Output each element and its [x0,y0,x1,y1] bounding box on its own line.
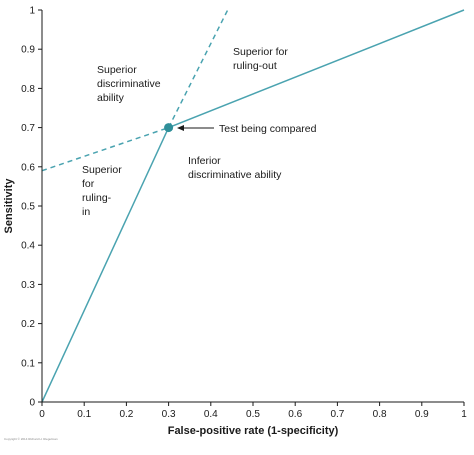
annotation-line: discriminative ability [188,169,282,181]
x-tick-label: 0.8 [373,409,387,420]
y-tick-label: 1 [29,6,35,17]
x-tick-label: 1 [461,409,467,420]
annotation-line: ruling-out [233,60,277,72]
test-arrow-head [177,125,184,131]
solid-line-0 [41,127,170,403]
x-axis-title: False-positive rate (1-specificity) [168,425,339,437]
annotation-line: Inferior [188,155,221,167]
test-label: Test being compared [219,123,317,135]
annotation-superior-ruling-out: Superior for ruling-out [233,46,291,72]
tick-labels: 0 0.1 0.2 0.3 0.4 0.5 0.6 0.7 0.8 0.9 1 0 0.1 0.2 0.3 0… [21,6,467,421]
y-tick-label: 0.8 [21,84,35,95]
y-tick-label: 0.4 [21,241,35,252]
y-tick-label: 0.5 [21,202,35,213]
annotation-inferior: Inferior discriminative ability [188,155,282,181]
y-tick-label: 0.9 [21,45,35,56]
dashed-line-3 [167,9,229,128]
annotation-superior-discriminative: Superior discriminative ability [97,64,164,104]
y-tick-label: 0.3 [21,280,35,291]
y-axis-title: Sensitivity [3,178,15,234]
x-tick-label: 0.5 [246,409,260,420]
y-tick-label: 0.7 [21,123,35,134]
x-tick-label: 0.3 [162,409,176,420]
x-tick-label: 0.6 [288,409,302,420]
x-tick-label: 0.4 [204,409,218,420]
copyright-text: Copyright © 2014 Richard H. Riegelman [4,437,58,441]
annotation-line: ability [97,92,125,104]
y-tick-label: 0.6 [21,162,35,173]
x-tick-label: 0.2 [119,409,133,420]
annotation-line: for [82,178,95,190]
y-tick-label: 0.2 [21,319,35,330]
x-tick-label: 0 [39,409,45,420]
annotation-line: Superior for [233,46,288,58]
annotation-superior-ruling-in: Superior for ruling- in [82,164,125,218]
x-tick-label: 0.7 [330,409,344,420]
annotation-line: in [82,206,90,218]
annotation-line: Superior [82,164,122,176]
axes [38,9,465,406]
annotation-line: ruling- [82,192,112,204]
annotation-line: discriminative [97,78,161,90]
y-tick-label: 0 [29,398,35,409]
x-tick-label: 0.9 [415,409,429,420]
plot-lines [41,9,465,403]
test-point [164,123,174,133]
y-tick-label: 0.1 [21,358,35,369]
x-tick-label: 0.1 [77,409,91,420]
dashed-line-2 [41,126,169,172]
annotation-line: Superior [97,64,137,76]
solid-line-1 [168,9,465,129]
